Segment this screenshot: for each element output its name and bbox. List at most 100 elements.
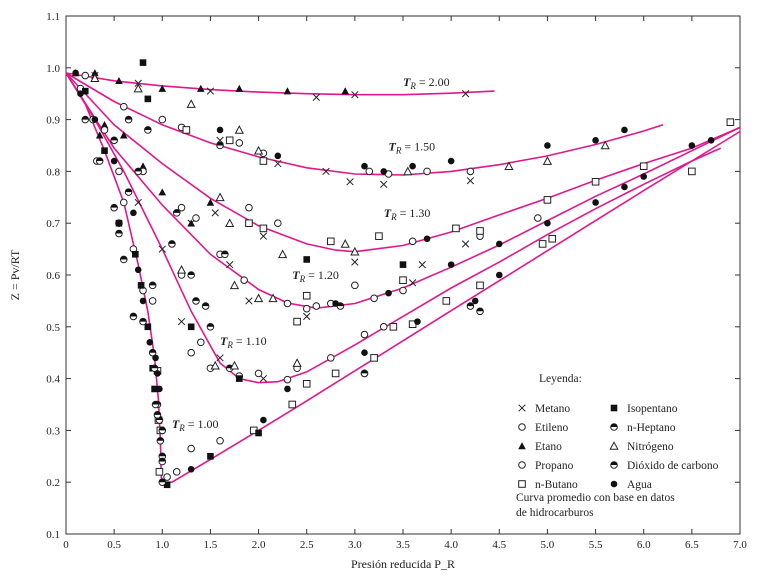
data-point: [187, 219, 195, 227]
data-point: [370, 294, 378, 303]
legend-item: Isopentano: [610, 403, 678, 415]
legend-items-right: Isopentano n-Heptano Nitrógeno Dióxido de c…: [609, 403, 719, 491]
data-point: [322, 167, 330, 176]
data-point: [139, 59, 147, 66]
x-axis-ticks: 0 0.5 1.0 1.5 2.0 2.5 3.0 3.5 4.0 4.5 5.0 5.5 6.0 6.5…: [63, 16, 747, 551]
legend-item: Agua: [610, 479, 652, 491]
data-point: [375, 232, 383, 240]
data-point: [221, 250, 229, 259]
y-tick-label: 0.9: [46, 115, 60, 127]
x-tick-label: 0: [63, 539, 69, 551]
data-point: [259, 224, 268, 233]
data-point: [192, 214, 200, 222]
data-point: [115, 76, 123, 85]
data-point: [414, 318, 421, 325]
data-point: [81, 87, 89, 95]
data-point: [447, 157, 455, 165]
legend-note-line1: Curva promedio con base en datos: [516, 492, 675, 504]
data-point: [226, 260, 234, 269]
data-point: [110, 203, 118, 212]
data-point: [158, 426, 167, 435]
data-point: [399, 286, 407, 295]
data-point: [332, 300, 339, 307]
data-point: [206, 198, 215, 206]
data-point: [361, 349, 368, 357]
data-point: [707, 137, 715, 144]
data-point: [408, 279, 417, 287]
data-point: [236, 375, 243, 382]
data-point: [216, 141, 224, 150]
data-point: [303, 256, 311, 263]
data-point: [639, 162, 648, 171]
legend-marker: [518, 461, 526, 469]
data-point: [139, 317, 147, 326]
data-point: [461, 90, 470, 98]
data-point: [274, 152, 282, 160]
x-tick-label: 6.5: [685, 539, 699, 551]
data-point: [341, 87, 350, 95]
data-point: [197, 84, 205, 92]
data-point: [466, 302, 475, 310]
data-point: [259, 157, 268, 165]
data-point: [592, 199, 599, 206]
isotherm-label: TR = 1.00: [172, 417, 219, 433]
data-point: [134, 198, 142, 207]
legend-label: Etileno: [535, 422, 568, 434]
data-point: [186, 99, 196, 108]
legend-note-line2: de hidrocarburos: [516, 507, 594, 519]
data-point: [124, 115, 133, 124]
data-point: [176, 264, 187, 274]
data-point: [385, 289, 392, 297]
data-point: [504, 161, 514, 171]
data-point: [302, 291, 311, 300]
isotherm-curve: [65, 72, 741, 253]
data-point: [274, 159, 282, 168]
x-tick-label: 4.5: [492, 539, 506, 551]
legend-label: Agua: [627, 479, 652, 491]
data-points: [71, 59, 735, 489]
data-point: [534, 214, 542, 222]
data-point: [207, 453, 214, 460]
x-tick-label: 3.0: [348, 539, 362, 551]
data-point: [234, 125, 244, 134]
data-point: [91, 69, 99, 77]
data-point: [326, 237, 335, 246]
data-point: [168, 240, 176, 248]
legend-item: n-Heptano: [610, 422, 676, 434]
legend-item: n-Butano: [518, 479, 578, 491]
data-point: [245, 297, 253, 305]
data-point: [156, 385, 163, 393]
data-point: [254, 369, 263, 378]
x-tick-label: 3.5: [396, 539, 410, 551]
data-point: [403, 166, 413, 176]
data-point: [158, 188, 167, 196]
data-point: [548, 234, 557, 243]
data-point: [340, 239, 350, 248]
data-point: [156, 436, 165, 445]
legend-item: Etileno: [518, 422, 568, 434]
data-point: [346, 178, 354, 186]
data-point: [172, 468, 181, 476]
data-point: [600, 140, 610, 150]
data-point: [134, 79, 142, 87]
data-point: [351, 281, 359, 290]
legend-label: Etano: [535, 441, 562, 453]
x-tick-label: 5.5: [589, 539, 603, 551]
data-point: [132, 250, 139, 258]
data-point: [544, 142, 551, 149]
y-tick-label: 0.1: [46, 529, 60, 541]
data-point: [130, 209, 137, 217]
data-point: [72, 69, 79, 77]
data-point: [91, 116, 99, 123]
data-point: [360, 330, 369, 339]
data-point: [81, 71, 90, 80]
data-point: [225, 136, 234, 145]
data-point: [151, 385, 158, 393]
data-point: [158, 457, 167, 466]
data-point: [302, 379, 311, 388]
data-point: [542, 156, 553, 165]
x-tick-label: 2.5: [300, 539, 314, 551]
data-point: [77, 90, 84, 97]
y-tick-label: 0.6: [46, 270, 60, 282]
